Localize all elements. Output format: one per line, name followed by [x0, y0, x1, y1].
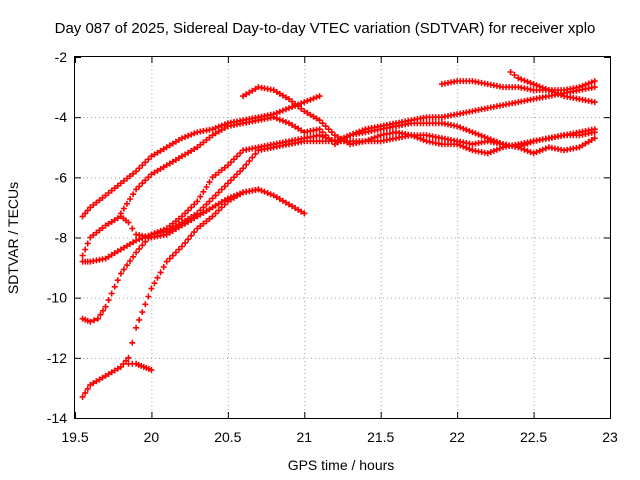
series-markers: [79, 186, 262, 400]
series-track-6: [79, 186, 262, 400]
y-tick-label: -14: [47, 410, 67, 426]
y-tick-label: -8: [55, 230, 68, 246]
series-markers: [240, 84, 598, 157]
series-track-10: [507, 69, 598, 106]
x-tick-label: 21.5: [367, 429, 394, 445]
y-tick-label: -2: [55, 49, 68, 65]
y-tick-labels: -14 -12 -10 -8 -6 -4 -2: [47, 49, 67, 426]
x-axis-label: GPS time / hours: [288, 457, 395, 473]
series-track-8: [240, 84, 598, 157]
x-tick-label: 19.5: [61, 429, 88, 445]
axis-ticks: [75, 57, 611, 419]
y-tick-label: -4: [55, 109, 68, 125]
series-track-5: [79, 120, 598, 325]
series-markers: [79, 120, 598, 325]
x-tick-label: 20: [144, 429, 160, 445]
series-markers: [79, 186, 308, 259]
x-tick-label: 22: [449, 429, 465, 445]
series-track-4: [79, 186, 308, 259]
y-tick-label: -10: [47, 290, 67, 306]
y-tick-label: -12: [47, 350, 67, 366]
plot-frame: [74, 56, 611, 419]
x-tick-label: 22.5: [520, 429, 547, 445]
chart-title: Day 087 of 2025, Sidereal Day-to-day VTE…: [55, 20, 596, 37]
series-markers: [125, 360, 155, 373]
x-tick-label: 21: [296, 429, 312, 445]
series-markers: [507, 69, 598, 106]
data-series: [79, 69, 598, 400]
x-tick-labels: 19.5 20 20.5 21 21.5 22 22.5 23: [61, 429, 618, 445]
series-track-7: [125, 360, 155, 373]
x-tick-label: 20.5: [214, 429, 241, 445]
x-tick-label: 23: [602, 429, 618, 445]
y-tick-label: -6: [55, 169, 68, 185]
y-axis-label: SDTVAR / TECUs: [5, 182, 21, 294]
